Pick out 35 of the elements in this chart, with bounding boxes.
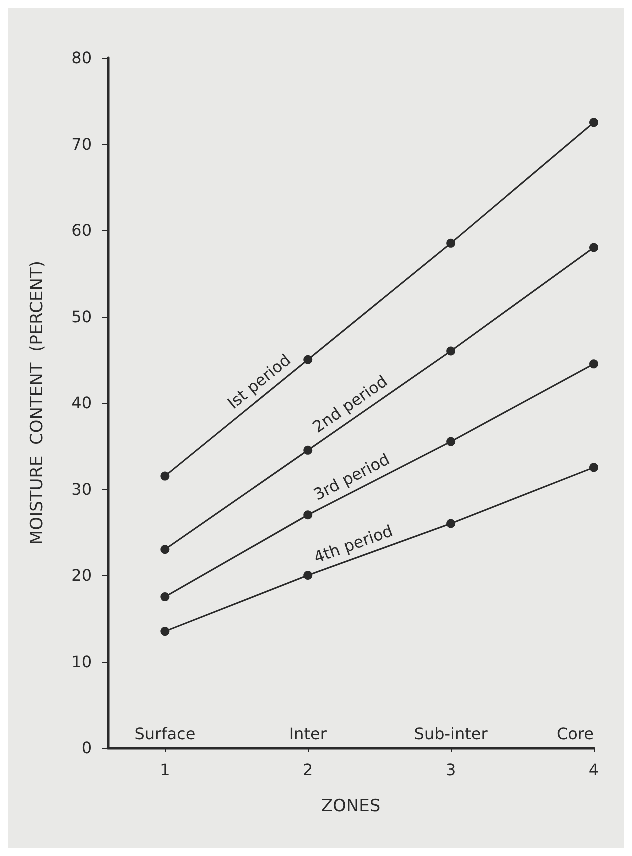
point: [590, 463, 598, 472]
x-axis-title: ZONES: [321, 796, 381, 816]
point: [304, 510, 313, 520]
x-tick-label: 1: [160, 760, 170, 780]
point: [446, 519, 456, 528]
x-tick-label: 4: [588, 760, 600, 780]
point: [590, 243, 598, 252]
point: [304, 446, 313, 455]
y-tick-label: 30: [72, 480, 92, 499]
y-tick-label: 10: [72, 652, 92, 672]
x-tick-label: 3: [446, 760, 456, 780]
point: [446, 346, 456, 356]
y-tick-label: 70: [72, 134, 92, 154]
point: [160, 472, 170, 481]
point: [446, 437, 456, 446]
y-tick-label: 80: [72, 48, 92, 68]
x-tick-label: 2: [303, 760, 314, 780]
point: [304, 355, 313, 364]
y-tick-label: 60: [72, 221, 92, 240]
point: [160, 545, 170, 554]
point: [304, 571, 313, 580]
y-tick-label: 0: [82, 738, 92, 758]
point: [160, 592, 170, 602]
point: [590, 118, 598, 128]
y-tick-label: 40: [72, 394, 92, 412]
y-axis-title: MOISTURE CONTENT (PERCENT): [28, 261, 48, 545]
y-tick-label: 50: [72, 307, 92, 326]
y-tick-label: 20: [72, 566, 92, 585]
annotation: Core: [556, 724, 594, 744]
point: [160, 627, 170, 636]
annotation: Sub-inter: [414, 724, 488, 744]
point: [446, 238, 456, 248]
point: [590, 360, 598, 369]
annotation: Surface: [134, 724, 196, 744]
annotation: Inter: [289, 724, 328, 744]
